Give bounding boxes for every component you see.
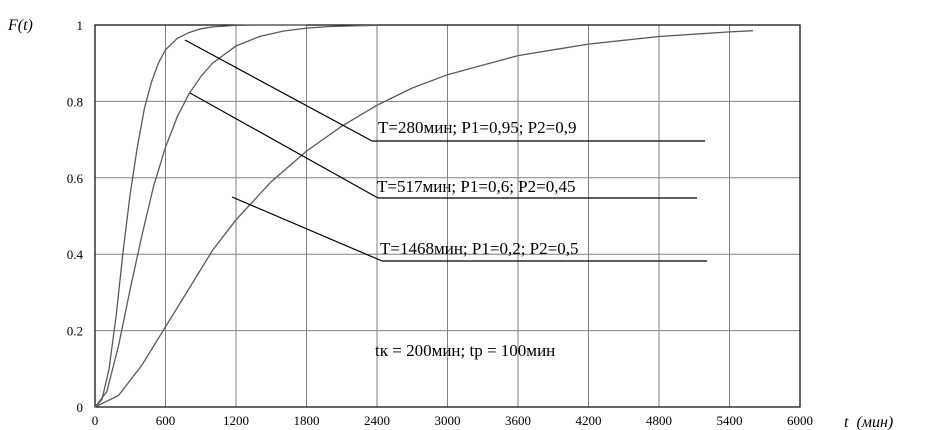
y-axis-label: F(t) xyxy=(7,17,33,34)
y-tick-0.8: 0.8 xyxy=(67,94,83,109)
y-tick-0.2: 0.2 xyxy=(67,324,83,339)
y-tick-0.4: 0.4 xyxy=(67,247,84,262)
annotation-label-1: T=280мин; P1=0,95; P2=0,9 xyxy=(378,118,576,137)
y-tick-0: 0 xyxy=(77,400,84,415)
params-note: tк = 200мин; tр = 100мин xyxy=(375,341,555,360)
x-tick-5400: 5400 xyxy=(717,413,743,428)
series-line-2 xyxy=(94,24,378,408)
x-tick-2400: 2400 xyxy=(364,413,390,428)
x-tick-4200: 4200 xyxy=(576,413,602,428)
y-tick-1: 1 xyxy=(77,18,84,33)
tick-labels: 0 600 1200 1800 2400 3000 3600 4200 4800 5400 6000… xyxy=(67,18,813,428)
annotation-label-2: T=517мин; P1=0,6; P2=0,45 xyxy=(377,177,575,196)
x-tick-0: 0 xyxy=(92,413,99,428)
x-tick-3600: 3600 xyxy=(505,413,531,428)
y-tick-0.6: 0.6 xyxy=(67,171,84,186)
plot-frame xyxy=(94,24,801,408)
x-tick-1200: 1200 xyxy=(223,413,249,428)
annotations: T=280мин; P1=0,95; P2=0,9 T=517мин; P1=0,… xyxy=(184,39,707,262)
series-line-1 xyxy=(94,24,307,408)
annotation-leader-2 xyxy=(189,92,379,199)
curves xyxy=(94,24,754,408)
x-tick-4800: 4800 xyxy=(646,413,672,428)
x-tick-3000: 3000 xyxy=(435,413,461,428)
annotation-leader-3 xyxy=(231,196,383,262)
annotation-label-3: T=1468мин; P1=0,2; P2=0,5 xyxy=(380,239,578,258)
grid xyxy=(95,25,800,407)
x-tick-600: 600 xyxy=(156,413,176,428)
series-line-3 xyxy=(94,30,754,408)
x-axis-label: t (мин) xyxy=(844,414,893,430)
x-tick-6000: 6000 xyxy=(787,413,813,428)
annotation-leader-1 xyxy=(184,39,373,142)
x-tick-1800: 1800 xyxy=(294,413,320,428)
